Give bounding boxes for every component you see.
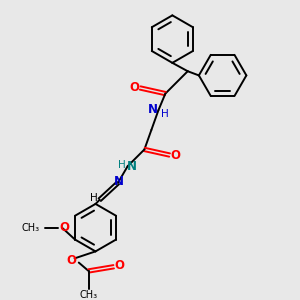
Text: CH₃: CH₃ [80,290,98,300]
Text: H: H [118,160,126,170]
Text: H: H [161,109,168,119]
Text: N: N [114,175,124,188]
Text: CH₃: CH₃ [22,223,40,233]
Text: O: O [171,149,181,162]
Text: O: O [129,81,139,94]
Text: N: N [148,103,158,116]
Text: N: N [127,160,137,173]
Text: O: O [60,221,70,234]
Text: O: O [67,254,77,267]
Text: O: O [115,259,125,272]
Text: H: H [90,193,98,203]
